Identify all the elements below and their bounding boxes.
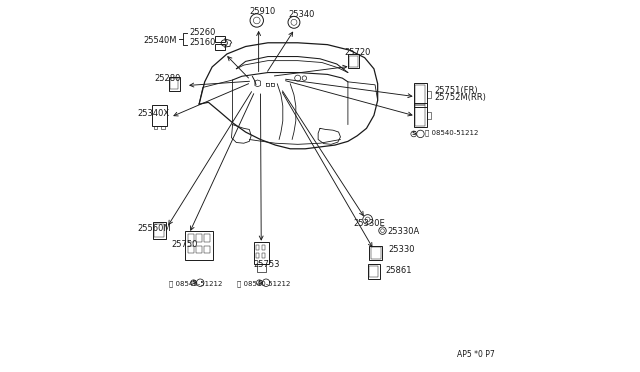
Bar	[254, 242, 269, 264]
Text: 25330E: 25330E	[353, 219, 385, 228]
Text: 25753: 25753	[254, 260, 280, 269]
Bar	[196, 234, 202, 242]
Bar	[427, 112, 431, 119]
Bar	[349, 56, 358, 67]
Bar	[255, 253, 259, 258]
Text: 25750: 25750	[172, 240, 198, 249]
Bar	[205, 246, 211, 253]
Bar	[255, 245, 259, 250]
Bar	[427, 91, 431, 99]
Bar	[368, 264, 380, 279]
Text: 25540M: 25540M	[143, 36, 177, 45]
Bar	[214, 36, 225, 42]
Text: AP5 *0 P7: AP5 *0 P7	[457, 350, 495, 359]
Bar	[369, 266, 378, 277]
Bar	[154, 224, 164, 237]
Bar	[369, 246, 382, 260]
Text: S: S	[257, 280, 262, 285]
Bar	[348, 54, 359, 68]
Bar	[154, 126, 157, 129]
Text: 25330: 25330	[389, 246, 415, 254]
Text: S: S	[412, 131, 416, 137]
Bar	[414, 83, 427, 107]
Bar	[257, 264, 266, 272]
Bar	[205, 234, 211, 242]
Bar	[188, 246, 194, 253]
Bar	[415, 84, 426, 105]
Bar	[170, 78, 179, 89]
Text: Ⓢ 08540-51212: Ⓢ 08540-51212	[425, 130, 478, 137]
Bar	[152, 105, 167, 125]
Text: 25560M: 25560M	[137, 224, 171, 233]
Bar	[415, 105, 426, 125]
Bar	[153, 222, 166, 239]
Bar	[161, 126, 165, 129]
Text: 25260: 25260	[189, 28, 216, 37]
Text: 25330A: 25330A	[388, 227, 420, 236]
Text: 25752M(RR): 25752M(RR)	[435, 93, 486, 102]
Bar	[262, 245, 266, 250]
Bar	[196, 246, 202, 253]
Bar	[188, 234, 194, 242]
Text: 25720: 25720	[344, 48, 371, 57]
Text: 25910: 25910	[250, 7, 276, 16]
Text: 25160: 25160	[189, 38, 216, 47]
Text: S: S	[191, 280, 196, 285]
Bar	[185, 231, 213, 260]
Text: 25280: 25280	[154, 74, 181, 83]
Bar	[214, 44, 225, 50]
Text: 25340X: 25340X	[137, 109, 169, 118]
Text: Ⓢ 08540-51212: Ⓢ 08540-51212	[237, 280, 291, 287]
Text: 25861: 25861	[385, 266, 412, 275]
Bar	[414, 103, 427, 127]
Text: 25340: 25340	[289, 10, 315, 19]
Text: 25751(FR): 25751(FR)	[435, 86, 478, 94]
Bar	[371, 247, 381, 259]
Bar	[168, 77, 180, 91]
Bar	[262, 253, 266, 258]
Text: Ⓢ 08540-51212: Ⓢ 08540-51212	[170, 280, 223, 287]
